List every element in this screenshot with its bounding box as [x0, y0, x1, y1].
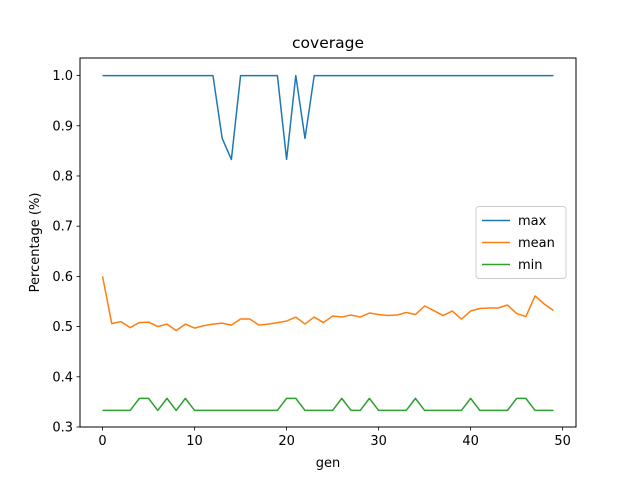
y-tick-label: 0.8	[52, 169, 73, 184]
legend: max mean min	[475, 206, 567, 279]
x-tick-label: 0	[98, 434, 106, 449]
y-tick-label: 0.4	[52, 370, 73, 385]
plot-lines	[101, 74, 554, 412]
y-axis-label: Percentage (%)	[28, 193, 43, 293]
series-line-mean	[101, 276, 554, 332]
y-tick-label: 0.7	[52, 220, 73, 235]
x-tick-label: 30	[370, 434, 387, 449]
legend-label-mean: mean	[518, 236, 555, 251]
series-line-min	[102, 397, 554, 412]
y-tick-label: 1.0	[52, 69, 73, 84]
series-line-max	[102, 74, 554, 161]
y-tick-label: 0.6	[52, 270, 73, 285]
legend-label-min: min	[518, 258, 543, 273]
x-axis-label: gen	[316, 456, 341, 471]
x-tick-label: 10	[186, 434, 203, 449]
y-axis-ticks: 0.3 0.4 0.5 0.6 0.7 0.8 0.9 1.0	[52, 69, 80, 436]
plot-frame	[79, 57, 577, 428]
x-tick-label: 40	[462, 434, 479, 449]
y-tick-label: 0.3	[52, 421, 73, 436]
legend-label-max: max	[518, 214, 547, 229]
y-tick-label: 0.5	[52, 320, 73, 335]
x-tick-label: 50	[554, 434, 571, 449]
chart-title: coverage	[292, 34, 364, 52]
x-axis-ticks: 0 10 20 30 40 50	[98, 427, 571, 449]
legend-box	[475, 206, 567, 279]
x-tick-label: 20	[278, 434, 295, 449]
y-tick-label: 0.9	[52, 119, 73, 134]
